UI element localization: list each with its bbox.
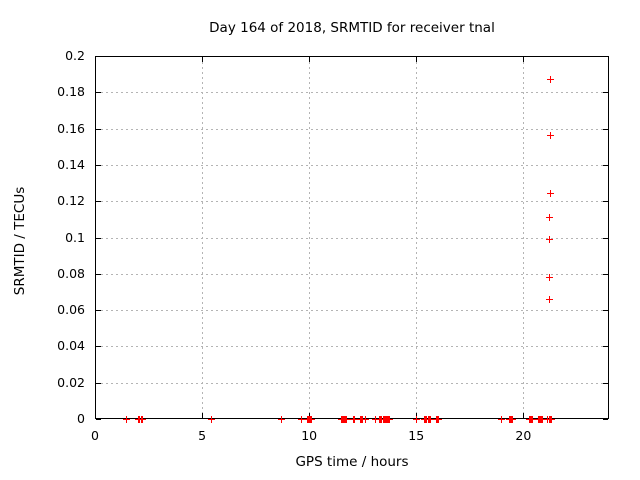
data-point-marker — [372, 415, 380, 423]
x-tick-mark-top — [523, 57, 525, 62]
y-tick-label: 0.12 — [57, 193, 85, 209]
y-tick-label: 0.08 — [57, 265, 85, 281]
y-tick-mark — [96, 56, 101, 57]
y-tick-label: 0.06 — [57, 302, 85, 318]
data-point-marker — [435, 415, 443, 423]
data-point-marker — [385, 415, 393, 423]
y-tick-mark — [96, 310, 101, 312]
x-tick-mark — [523, 413, 525, 418]
gridline-horizontal — [96, 382, 608, 384]
y-tick-mark-right — [603, 346, 608, 348]
data-point-marker — [298, 415, 306, 423]
y-tick-mark-right — [603, 92, 608, 94]
x-tick-mark — [95, 413, 96, 418]
gridline-horizontal — [96, 273, 608, 275]
gridline-horizontal — [96, 346, 608, 348]
chart-title: Day 164 of 2018, SRMTID for receiver tna… — [209, 20, 495, 36]
data-point-marker — [546, 132, 554, 140]
y-tick-mark-right — [603, 164, 608, 166]
data-point-marker — [545, 214, 553, 222]
data-point-marker — [208, 415, 216, 423]
data-point-marker — [122, 415, 130, 423]
gridline-horizontal — [96, 164, 608, 166]
x-tick-label: 5 — [198, 428, 207, 443]
data-point-marker — [545, 273, 553, 281]
y-tick-mark-right — [603, 273, 608, 275]
data-point-marker — [498, 415, 506, 423]
y-tick-label: 0.2 — [65, 48, 85, 63]
data-point-marker — [539, 415, 547, 423]
x-tick-label: 0 — [91, 428, 99, 443]
y-tick-mark — [96, 128, 101, 130]
y-tick-mark — [96, 346, 101, 348]
x-tick-mark — [416, 413, 418, 418]
y-tick-mark — [96, 237, 101, 239]
x-tick-label: 20 — [515, 428, 532, 443]
y-tick-label: 0.02 — [57, 374, 85, 390]
data-point-marker — [545, 295, 553, 303]
y-tick-label: 0.14 — [57, 156, 85, 172]
gridline-horizontal — [96, 92, 608, 94]
y-tick-mark-right — [603, 382, 608, 384]
data-point-marker — [547, 415, 555, 423]
y-tick-mark — [96, 164, 101, 166]
y-tick-label: 0 — [77, 411, 85, 426]
y-tick-mark-right — [603, 310, 608, 312]
x-tick-mark — [202, 413, 204, 418]
y-tick-mark — [96, 273, 101, 275]
data-point-marker — [343, 415, 351, 423]
x-tick-mark-top — [309, 57, 311, 62]
x-tick-mark — [309, 413, 311, 418]
y-tick-mark — [96, 92, 101, 94]
y-tick-mark-right — [603, 201, 608, 203]
data-point-marker — [426, 415, 434, 423]
y-tick-mark-right — [603, 56, 608, 57]
data-point-marker — [412, 415, 420, 423]
gridline-horizontal — [96, 310, 608, 312]
y-tick-mark — [96, 382, 101, 384]
y-tick-mark-right — [603, 237, 608, 239]
y-tick-mark — [96, 419, 101, 420]
y-tick-mark — [96, 201, 101, 203]
data-point-marker — [362, 415, 370, 423]
gridline-horizontal — [96, 128, 608, 130]
y-tick-label: 0.1 — [65, 229, 85, 245]
x-axis-label: GPS time / hours — [295, 454, 409, 470]
x-tick-mark-top — [416, 57, 418, 62]
x-tick-mark-top — [95, 57, 96, 62]
data-point-marker — [529, 415, 537, 423]
y-tick-label: 0.04 — [57, 338, 85, 354]
y-tick-label: 0.16 — [57, 120, 85, 136]
data-point-marker — [277, 415, 285, 423]
data-point-marker — [545, 235, 553, 243]
data-point-marker — [307, 415, 315, 423]
x-tick-label: 15 — [408, 428, 425, 443]
y-tick-label: 0.18 — [57, 84, 85, 100]
y-tick-mark-right — [603, 128, 608, 130]
data-point-marker — [138, 415, 146, 423]
data-point-marker — [350, 415, 358, 423]
data-point-marker — [509, 415, 517, 423]
y-tick-mark-right — [603, 419, 608, 420]
x-tick-mark-top — [202, 57, 204, 62]
x-tick-label: 10 — [301, 428, 318, 443]
gridline-horizontal — [96, 201, 608, 203]
data-point-marker — [546, 76, 554, 84]
data-point-marker — [546, 190, 554, 198]
gridline-horizontal — [96, 237, 608, 239]
